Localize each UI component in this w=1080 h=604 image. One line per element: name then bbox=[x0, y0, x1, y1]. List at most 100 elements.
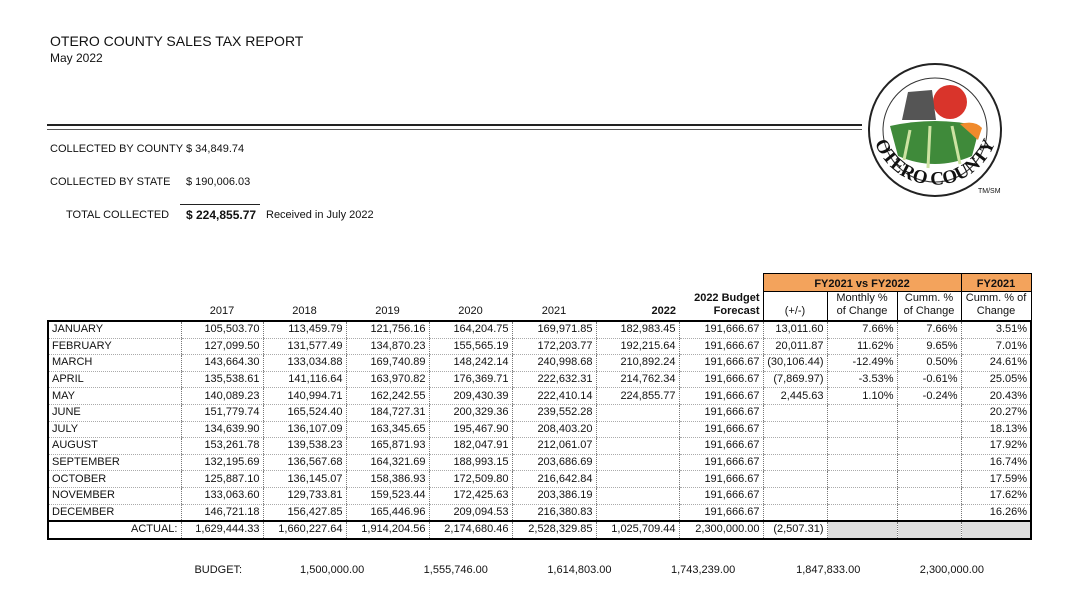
cell: 2,174,680.46 bbox=[428, 520, 512, 539]
cell: 191,666.67 bbox=[678, 504, 763, 522]
logo-rows bbox=[902, 125, 962, 169]
total-note: Received in July 2022 bbox=[266, 209, 374, 221]
budget-cell: 1,555,746.00 bbox=[423, 564, 488, 577]
cell: 17.92% bbox=[960, 437, 1032, 455]
cell: 158,386.93 bbox=[345, 470, 429, 488]
cell bbox=[762, 487, 827, 505]
cell: 20.27% bbox=[960, 404, 1032, 422]
cell: 20,011.87 bbox=[762, 338, 827, 356]
cell: 143,664.30 bbox=[180, 354, 263, 372]
cell: 164,321.69 bbox=[345, 454, 429, 472]
budget-cell: 2,300,000.00 bbox=[919, 564, 984, 577]
cell: 148,242.14 bbox=[428, 354, 512, 372]
cell: 191,666.67 bbox=[678, 404, 763, 422]
cell: 127,099.50 bbox=[180, 338, 263, 356]
table-row: MARCH 143,664.30 133,034.88 169,740.89 148,2… bbox=[47, 354, 1032, 372]
logo-building bbox=[902, 90, 936, 120]
cell: 139,538.23 bbox=[262, 437, 346, 455]
row-label: JUNE bbox=[47, 404, 181, 422]
blank bbox=[48, 274, 763, 292]
cell: -0.24% bbox=[896, 387, 962, 405]
cell bbox=[762, 470, 827, 488]
cell: 136,107.09 bbox=[262, 421, 346, 439]
cell: 172,509.80 bbox=[428, 470, 512, 488]
row-label: JANUARY bbox=[47, 321, 181, 339]
row-label: DECEMBER bbox=[47, 504, 181, 522]
cell bbox=[896, 487, 962, 505]
cell: 210,892.24 bbox=[595, 354, 679, 372]
cell: 191,666.67 bbox=[678, 454, 763, 472]
cell: (30,106.44) bbox=[762, 354, 827, 372]
table-row: AUGUST 153,261.78 139,538.23 165,871.93 182,… bbox=[47, 437, 1032, 455]
cell: 191,666.67 bbox=[678, 387, 763, 405]
cell bbox=[826, 454, 897, 472]
budget-cell: 1,847,833.00 bbox=[796, 564, 861, 577]
table-row: DECEMBER 146,721.18 156,427.85 165,446.96 20… bbox=[47, 504, 1032, 522]
cell: 172,203.77 bbox=[511, 338, 596, 356]
table-row: APRIL 135,538.61 141,116.64 163,970.82 176,3… bbox=[47, 371, 1032, 389]
cell: 224,855.77 bbox=[595, 387, 679, 405]
report-title: OTERO COUNTY SALES TAX REPORT bbox=[50, 33, 304, 49]
cell: 222,410.14 bbox=[511, 387, 596, 405]
cell: 209,430.39 bbox=[428, 387, 512, 405]
total-label: TOTAL COLLECTED bbox=[66, 209, 170, 221]
column-header: 2018 bbox=[292, 305, 317, 317]
group-header: FY2021 bbox=[960, 273, 1032, 292]
cell bbox=[826, 437, 897, 455]
budget-label: BUDGET: bbox=[194, 564, 243, 577]
cell: 20.43% bbox=[960, 387, 1032, 405]
cell bbox=[595, 437, 679, 455]
cell: 162,242.55 bbox=[345, 387, 429, 405]
cell: 17.59% bbox=[960, 470, 1032, 488]
cell: 164,204.75 bbox=[428, 321, 512, 339]
cell: 1,914,204.56 bbox=[345, 520, 429, 539]
cell: 140,089.23 bbox=[180, 387, 263, 405]
cell: 131,577.49 bbox=[262, 338, 346, 356]
cell: 105,503.70 bbox=[180, 321, 263, 339]
column-header-row: 2017 2018 2019 2020 2021 2022 2022 Budget Fore… bbox=[48, 291, 1032, 321]
cell: 153,261.78 bbox=[180, 437, 263, 455]
cell: 216,380.83 bbox=[511, 504, 596, 522]
cell: 195,467.90 bbox=[428, 421, 512, 439]
cell: 155,565.19 bbox=[428, 338, 512, 356]
cell: 192,215.64 bbox=[595, 338, 679, 356]
cell: -0.61% bbox=[896, 371, 962, 389]
cell: 191,666.67 bbox=[678, 421, 763, 439]
cell bbox=[960, 520, 1032, 539]
rule bbox=[47, 129, 862, 130]
column-header: (+/-) bbox=[762, 291, 828, 321]
cell: 7.66% bbox=[826, 321, 897, 339]
sales-table: FY2021 vs FY2022 FY2021 2017 2018 2019 2020 20… bbox=[47, 273, 1032, 540]
column-header: 2017 bbox=[209, 305, 235, 317]
cell: 24.61% bbox=[960, 354, 1032, 372]
row-label: MARCH bbox=[47, 354, 181, 372]
cell: 222,632.31 bbox=[511, 371, 596, 389]
cell bbox=[595, 404, 679, 422]
cell: 240,998.68 bbox=[511, 354, 596, 372]
column-header: 2020 bbox=[458, 305, 483, 317]
cell: 216,642.84 bbox=[511, 470, 596, 488]
budget-cell: 1,743,239.00 bbox=[670, 564, 736, 577]
collect-amount: $ 190,006.03 bbox=[186, 176, 251, 188]
cell: 146,721.18 bbox=[180, 504, 263, 522]
cell bbox=[826, 421, 897, 439]
budget-row: BUDGET: 1,500,000.00 1,555,746.00 1,614,803… bbox=[47, 563, 987, 579]
column-header: 2019 bbox=[375, 305, 400, 317]
cell: 239,552.28 bbox=[511, 404, 596, 422]
cell: 191,666.67 bbox=[678, 338, 763, 356]
cell: 7.01% bbox=[960, 338, 1032, 356]
cell: 136,567.68 bbox=[262, 454, 346, 472]
cell: 163,970.82 bbox=[345, 371, 429, 389]
cell: 136,145.07 bbox=[262, 470, 346, 488]
table-row: ACTUAL: 1,629,444.33 1,660,227.64 1,914,204… bbox=[47, 520, 1032, 539]
cell: 1,025,709.44 bbox=[595, 520, 679, 539]
table-row: JUNE 151,779.74 165,524.40 184,727.31 200,32… bbox=[47, 404, 1032, 422]
cell: 141,116.64 bbox=[262, 371, 346, 389]
sum-rule bbox=[180, 204, 260, 205]
cell: 18.13% bbox=[960, 421, 1032, 439]
cell: 165,871.93 bbox=[345, 437, 429, 455]
table-row: MAY 140,089.23 140,994.71 162,242.55 209,430… bbox=[47, 387, 1032, 405]
row-label: ACTUAL: bbox=[47, 520, 181, 539]
cell: 156,427.85 bbox=[262, 504, 346, 522]
cell bbox=[826, 504, 897, 522]
